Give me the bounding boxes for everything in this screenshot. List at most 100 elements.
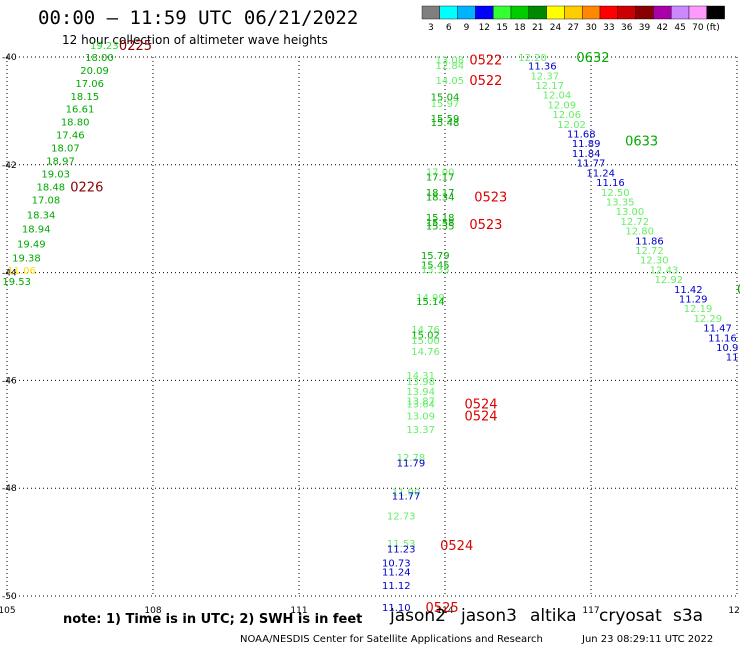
- color-scale-label: 9: [464, 23, 470, 33]
- swh-label: 15.45: [421, 261, 450, 272]
- swh-label: 15.79: [421, 251, 450, 262]
- swh-label: 11.53: [387, 539, 416, 550]
- swh-label: 12.19: [684, 304, 713, 315]
- swh-label: 14.99: [416, 293, 445, 304]
- swh-label: 15.18: [426, 213, 455, 224]
- note-text: note: 1) Time is in UTC; 2) SWH is in fe…: [63, 612, 363, 627]
- swh-label: 12.72: [620, 217, 649, 228]
- swh-label: 12.43: [650, 265, 679, 276]
- swh-label: 15.14: [416, 297, 445, 308]
- swh-label: 11.77: [392, 492, 421, 503]
- time-label: 0522: [469, 74, 502, 89]
- swh-label: 14.76: [411, 325, 440, 336]
- time-label: 0633: [625, 135, 658, 150]
- color-scale-label: 27: [568, 23, 579, 33]
- swh-label: 14.05: [436, 76, 465, 87]
- time-label: 0226: [70, 180, 103, 195]
- swh-label: 13.09: [406, 411, 435, 422]
- x-tick-label: 111: [290, 606, 307, 616]
- swh-label: 11.29: [679, 294, 708, 305]
- swh-label: 15.97: [431, 99, 460, 110]
- swh-label: 16.61: [66, 105, 95, 116]
- swh-label: 11.24: [586, 168, 615, 179]
- color-scale-label: 33: [603, 23, 614, 33]
- swh-label: 11.36: [528, 62, 557, 73]
- swh-label: 15.48: [431, 118, 460, 129]
- color-scale-swatch: [617, 5, 636, 20]
- color-scale-swatch: [688, 5, 707, 20]
- swh-label: 11.16: [596, 178, 625, 189]
- swh-label: 15.35: [421, 265, 450, 276]
- swh-label: 18.94: [22, 224, 51, 235]
- color-scale-unit: (ft): [706, 23, 720, 33]
- swh-label: 11.16: [708, 333, 737, 344]
- swh-label: 18.34: [426, 193, 455, 204]
- swh-label: 19.23: [90, 41, 119, 52]
- color-scale-label: 45: [674, 23, 685, 33]
- swh-label: 11.23: [387, 545, 416, 556]
- swh-label: 12.92: [655, 275, 684, 286]
- swh-label: 11.47: [703, 324, 732, 335]
- time-label: 063: [737, 283, 740, 298]
- credit-date: Jun 23 08:29:11 UTC 2022: [582, 634, 714, 645]
- credit-text: NOAA/NESDIS Center for Satellite Applica…: [240, 634, 543, 645]
- swh-label: 18.48: [36, 182, 65, 193]
- color-scale-swatch: [457, 5, 476, 20]
- swh-label: 18.97: [46, 156, 75, 167]
- color-scale-label: 18: [514, 23, 526, 33]
- swh-label: 18.80: [61, 118, 90, 129]
- swh-label: 13.35: [606, 197, 635, 208]
- swh-label: 13.94: [406, 387, 435, 398]
- time-label: 0524: [440, 539, 473, 554]
- swh-label: 12.78: [397, 453, 426, 464]
- color-scale-swatch: [493, 5, 512, 20]
- swh-label: 17.06: [75, 79, 104, 90]
- swh-label: 18.17: [426, 188, 455, 199]
- swh-label: 19.49: [17, 239, 46, 250]
- legend-jason2: jason2: [390, 606, 446, 626]
- swh-label: 15.04: [431, 92, 460, 103]
- swh-label: 11.42: [674, 285, 703, 296]
- color-scale-label: 12: [479, 23, 490, 33]
- swh-label: 12.20: [518, 53, 547, 64]
- swh-label: 12.80: [625, 227, 654, 238]
- swh-label: 14.76: [411, 347, 440, 358]
- color-scale-label: 15: [496, 23, 507, 33]
- color-scale-swatch: [475, 5, 494, 20]
- y-tick-label: -40: [2, 53, 17, 63]
- swh-label: 11.12: [382, 581, 411, 592]
- time-label: 0523: [469, 218, 502, 233]
- y-tick-label: -48: [2, 484, 17, 494]
- legend-s3a: s3a: [673, 606, 704, 626]
- color-scale-swatch: [653, 5, 672, 20]
- swh-label: 11.89: [572, 139, 601, 150]
- color-scale-swatch: [421, 5, 440, 20]
- color-scale-label: 21: [532, 23, 543, 33]
- swh-label: 11.68: [567, 130, 596, 141]
- swh-label: 12.50: [601, 188, 630, 199]
- time-label: 0225: [119, 39, 152, 54]
- legend-cryosat: cryosat: [599, 606, 662, 626]
- y-tick-label: -44: [2, 269, 17, 279]
- swh-label: 12.37: [530, 71, 559, 82]
- color-scale-swatch: [671, 5, 690, 20]
- swh-label: 13.37: [406, 425, 435, 436]
- time-label: 0523: [474, 191, 507, 206]
- page-title: 00:00 – 11:59 UTC 06/21/2022: [38, 7, 359, 29]
- swh-label: 18.34: [27, 210, 56, 221]
- swh-label: 13.64: [406, 400, 435, 411]
- swh-label: 12.73: [387, 512, 416, 523]
- legend-altika: altika: [530, 606, 577, 626]
- swh-label: 12.29: [693, 314, 722, 325]
- color-scale-label: 30: [585, 23, 597, 33]
- color-scale-label: 39: [639, 23, 651, 33]
- swh-label: 12.09: [547, 100, 576, 111]
- swh-label: 13.87: [406, 396, 435, 407]
- swh-label: 12.06: [552, 110, 581, 121]
- swh-label: 18.00: [85, 53, 114, 64]
- y-tick-label: -46: [2, 376, 17, 386]
- x-tick-label: 114: [436, 606, 453, 616]
- swh-label: 17.08: [32, 195, 61, 206]
- swh-label: 11.86: [635, 236, 664, 247]
